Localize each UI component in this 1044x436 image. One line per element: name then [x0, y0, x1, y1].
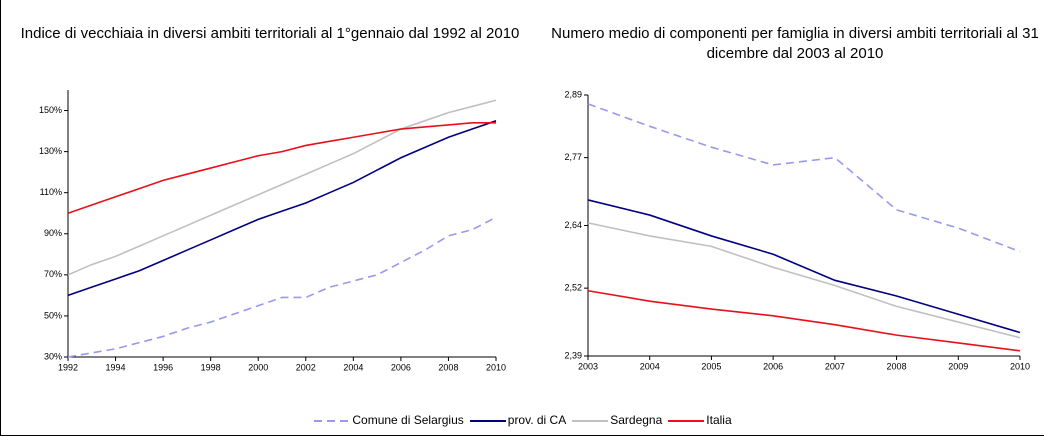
y-tick-label: 150%: [39, 105, 62, 115]
legend-swatch: [469, 419, 506, 422]
series-line: [67, 122, 496, 214]
series-line: [587, 103, 1021, 253]
legend-item: prov. di CA: [468, 413, 566, 427]
x-tick-label: 2003: [578, 361, 598, 371]
legend-swatch: [572, 419, 609, 422]
x-tick-label: 2002: [296, 362, 316, 372]
x-tick-label: 2009: [948, 361, 968, 371]
series-line: [67, 120, 497, 297]
x-tick-label: 2004: [343, 362, 363, 372]
series-line: [587, 222, 1021, 339]
x-tick-label: 1994: [106, 362, 126, 372]
y-tick-label: 110%: [40, 187, 62, 197]
x-tick-label: 2008: [887, 361, 907, 371]
series-line: [587, 289, 1021, 352]
y-tick-label: 90%: [44, 228, 62, 238]
y-tick-label: 2,52: [564, 283, 582, 293]
x-tick-label: 2005: [701, 361, 721, 371]
legend-label: Italia: [706, 412, 732, 427]
legend-item: Comune di Selargius: [312, 412, 464, 427]
chart-title: Numero medio di componenti per famiglia …: [551, 25, 1039, 62]
x-tick-label: 2010: [486, 362, 506, 372]
y-tick-label: 2,89: [564, 89, 582, 99]
legend: Comune di Selargius prov. di CA Sardegna It…: [0, 412, 1044, 427]
chart-title: Indice di vecchiaia in diversi ambiti te…: [20, 25, 520, 42]
x-tick-label: 2007: [825, 361, 845, 371]
x-tick-label: 2000: [248, 362, 268, 372]
legend-swatch: [668, 419, 705, 422]
x-tick-label: 2006: [763, 361, 783, 371]
legend-item: Italia: [666, 412, 732, 427]
y-tick-label: 30%: [44, 351, 62, 361]
x-tick-label: 2004: [640, 361, 660, 371]
x-tick-label: 2010: [1010, 361, 1030, 371]
legend-label: Sardegna: [610, 412, 663, 427]
x-tick-label: 2006: [391, 362, 411, 372]
legend-item: Sardegna: [570, 413, 662, 427]
x-tick-label: 1996: [153, 362, 173, 372]
series-line: [67, 216, 497, 358]
y-tick-label: 2,39: [564, 350, 582, 360]
x-tick-label: 2008: [438, 362, 458, 372]
series-line: [67, 99, 497, 276]
legend-swatch: [314, 419, 351, 422]
y-tick-label: 130%: [39, 146, 62, 156]
y-tick-label: 2,64: [564, 220, 582, 230]
series-line: [587, 199, 1021, 334]
legend-label: prov. di CA: [507, 412, 567, 427]
x-tick-label: 1992: [58, 362, 78, 372]
x-tick-label: 1998: [201, 362, 221, 372]
legend-label: Comune di Selargius: [352, 412, 464, 427]
y-tick-label: 70%: [44, 269, 62, 279]
y-tick-label: 2,77: [564, 152, 582, 162]
y-tick-label: 50%: [44, 310, 62, 320]
